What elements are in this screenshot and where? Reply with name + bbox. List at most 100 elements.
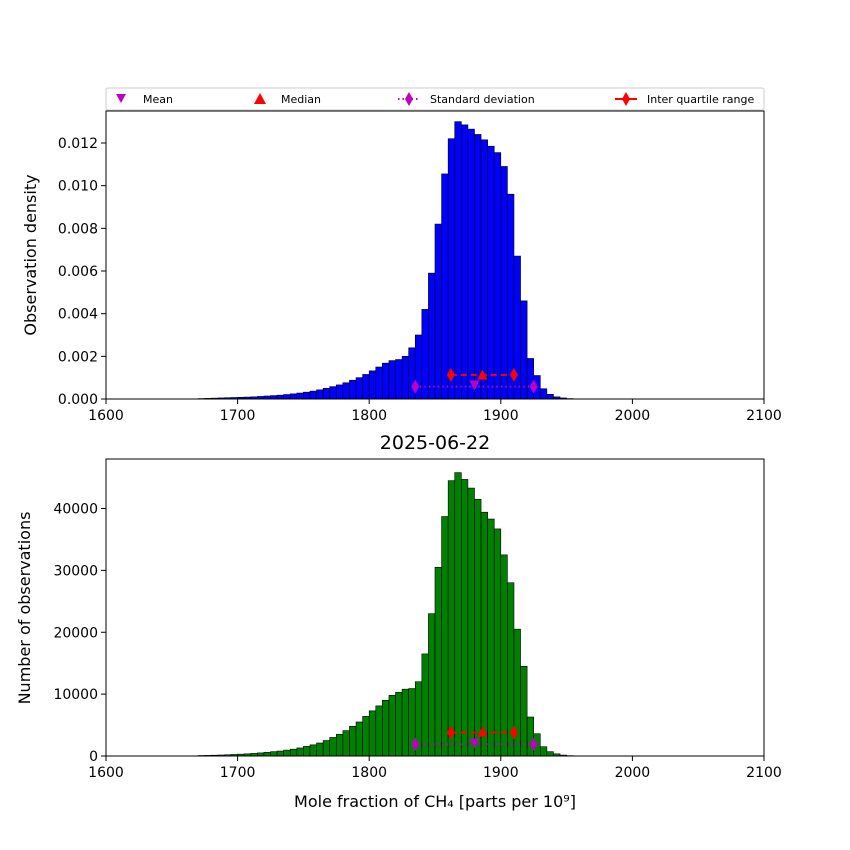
top-bar: [283, 394, 291, 400]
bottom-bar: [395, 691, 403, 757]
bottom-bar: [474, 498, 482, 757]
legend-item-iqr: Inter quartile range: [615, 92, 754, 106]
top-bar: [289, 393, 298, 400]
bottom-bar: [401, 688, 409, 757]
top-y-ticks: 0.000 0.002 0.004 0.006 0.008 0.010 0.012: [58, 136, 106, 408]
top-x-ticks: 1600 1700 1800 1900 2000 2100: [88, 399, 782, 424]
bottom-bar: [493, 528, 502, 757]
legend-std-label: Standard deviation: [430, 93, 535, 106]
top-y-tick-label: 0.004: [58, 307, 98, 323]
bottom-bar: [388, 695, 396, 757]
top-bar: [375, 366, 383, 400]
top-bar: [362, 374, 370, 400]
top-iqr-low-marker: [446, 367, 455, 382]
legend-median-label: Median: [281, 93, 321, 106]
top-y-tick-label: 0.000: [58, 392, 98, 408]
bottom-bar: [480, 511, 488, 757]
bottom-iqr-low-marker: [446, 725, 455, 740]
top-bar: [296, 392, 304, 400]
bottom-bar: [296, 747, 304, 757]
top-bar: [316, 389, 324, 400]
top-y-tick-label: 0.006: [58, 264, 98, 280]
top-bar: [368, 370, 377, 400]
top-bar: [303, 391, 311, 400]
bottom-bar: [421, 653, 429, 757]
bottom-y-ticks: 0 10000 20000 30000 40000: [53, 502, 106, 765]
top-bars: [197, 121, 574, 400]
bottom-bar: [500, 554, 508, 757]
bottom-bar: [539, 746, 548, 757]
top-x-tick-label: 2100: [746, 408, 782, 424]
bottom-y-axis-label: Number of observations: [15, 512, 34, 705]
bottom-x-tick-label: 1700: [220, 765, 256, 781]
top-bar: [355, 377, 363, 400]
bottom-bar: [447, 480, 456, 757]
top-bar: [382, 362, 390, 400]
bottom-chart: 2025-06-22 1600 1700 1800 1900 2000 2100 0 100…: [15, 432, 782, 811]
top-y-tick-label: 0.002: [58, 349, 98, 365]
top-median-marker: [477, 369, 488, 380]
top-iqr-high-marker: [509, 367, 518, 382]
top-x-tick-label: 2000: [615, 408, 651, 424]
bottom-chart-title: 2025-06-22: [380, 432, 490, 454]
top-std-high-marker: [529, 379, 538, 394]
bottom-bar: [428, 613, 436, 757]
top-mean-marker: [469, 380, 480, 391]
bottom-bar: [362, 716, 370, 757]
legend-item-median: Median: [254, 93, 321, 106]
top-bar: [322, 388, 331, 400]
legend-item-std: Standard deviation: [398, 92, 535, 106]
bottom-bar: [467, 487, 475, 757]
bottom-bar: [375, 705, 383, 757]
top-bar: [388, 360, 396, 400]
top-bar: [342, 382, 350, 400]
top-bar: [520, 300, 528, 400]
bottom-bar: [487, 518, 495, 757]
bottom-bar: [335, 734, 344, 757]
bottom-bar: [322, 740, 331, 757]
top-bar: [349, 379, 357, 400]
top-x-tick-label: 1700: [220, 408, 256, 424]
bottom-y-tick-label: 40000: [53, 502, 98, 518]
top-bar: [539, 388, 548, 400]
bottom-x-axis-label: Mole fraction of CH₄ [parts per 10⁹]: [294, 792, 576, 811]
bottom-bar: [316, 742, 324, 757]
top-bar: [395, 359, 403, 400]
top-bar: [487, 145, 495, 400]
bottom-bar: [526, 716, 534, 757]
top-bar: [309, 390, 317, 400]
legend-mean-label: Mean: [143, 93, 173, 106]
bottom-y-tick-label: 0: [89, 749, 98, 765]
bottom-bar: [546, 751, 554, 757]
top-bar: [461, 124, 469, 400]
top-bar: [421, 309, 429, 400]
bottom-bar: [382, 700, 390, 757]
top-y-axis-label: Observation density: [21, 174, 40, 335]
bottom-x-tick-label: 2000: [615, 765, 651, 781]
bottom-axes-frame: [105, 458, 765, 757]
bottom-bar: [454, 472, 462, 757]
bottom-bar: [461, 479, 469, 757]
legend-iqr-marker-icon: [622, 92, 630, 106]
top-bar: [526, 358, 534, 400]
legend-median-marker-icon: [254, 93, 266, 104]
bottom-bar: [349, 725, 357, 757]
bottom-bar: [368, 710, 377, 757]
bottom-y-tick-label: 20000: [53, 625, 98, 641]
top-bar: [480, 139, 488, 400]
bottom-x-tick-label: 2100: [746, 765, 782, 781]
top-bar: [474, 134, 482, 400]
bottom-bar: [263, 751, 271, 757]
bottom-y-tick-label: 30000: [53, 563, 98, 579]
bottom-bar: [355, 721, 363, 757]
bottom-bar: [289, 748, 298, 757]
top-bar: [335, 384, 344, 400]
top-y-tick-label: 0.012: [58, 136, 98, 152]
top-y-tick-label: 0.010: [58, 179, 98, 195]
bottom-bar: [342, 730, 350, 757]
top-bar: [329, 386, 337, 400]
top-x-tick-label: 1900: [483, 408, 519, 424]
top-bar: [276, 394, 284, 400]
bottom-bar: [329, 737, 337, 757]
bottom-std-low-marker: [411, 737, 420, 752]
